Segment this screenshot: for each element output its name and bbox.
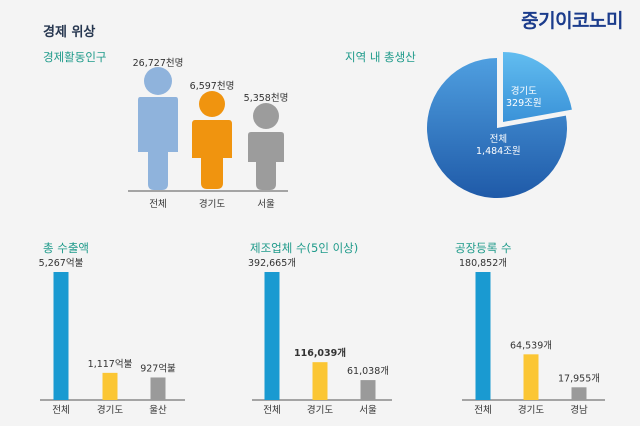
tick-label: 경남 xyxy=(570,404,588,416)
data-label: 116,039개 xyxy=(294,347,346,359)
data-label: 64,539개 xyxy=(510,340,552,351)
data-label: 392,665개 xyxy=(248,258,296,269)
data-label: 927억불 xyxy=(140,362,176,374)
data-label: 26,727천명 xyxy=(132,58,184,69)
data-label: 180,852개 xyxy=(459,258,507,269)
manufacturers-title: 제조업체 수(5인 이상) xyxy=(250,241,359,255)
page-title: 경제 위상 xyxy=(43,25,96,40)
tick-label: 서울 xyxy=(359,405,377,416)
tick-label: 전체 xyxy=(149,199,167,210)
person-icon xyxy=(248,103,284,190)
tick-label: 전체 xyxy=(263,405,280,416)
data-label: 5,358천명 xyxy=(243,93,289,104)
pie-label-name: 전체 xyxy=(489,134,508,145)
tick-label: 경기도 xyxy=(198,199,226,210)
bar xyxy=(53,272,69,400)
factories-title: 공장등록 수 xyxy=(455,241,512,255)
pie-slice xyxy=(427,58,567,199)
bar xyxy=(523,354,539,400)
data-label: 17,955개 xyxy=(558,373,600,384)
pie-label-value: 1,484조원 xyxy=(476,146,521,157)
tick-label: 경기도 xyxy=(307,404,333,416)
brand-logo: 중기이코노미 xyxy=(521,10,623,32)
tick-label: 경기도 xyxy=(97,404,123,416)
data-label: 61,038개 xyxy=(347,366,389,377)
population-title: 경제활동인구 xyxy=(43,50,107,64)
bar xyxy=(571,387,587,400)
bar xyxy=(360,380,376,400)
tick-label: 울산 xyxy=(149,405,167,416)
pie-label-gyeonggi: 경기도 329조원 xyxy=(506,86,542,110)
bar xyxy=(102,372,118,400)
tick-label: 경기도 xyxy=(518,404,544,416)
data-label: 6,597천명 xyxy=(189,81,235,92)
pie-label-total: 전체 1,484조원 xyxy=(476,134,521,158)
data-label: 1,117억불 xyxy=(88,358,133,370)
pie-slice xyxy=(503,52,572,122)
tick-label: 서울 xyxy=(257,199,275,210)
person-icon xyxy=(138,67,178,190)
gdp-title: 지역 내 총생산 xyxy=(345,50,416,64)
exports-title: 총 수출액 xyxy=(43,241,89,255)
tick-label: 전체 xyxy=(474,405,491,416)
bar xyxy=(312,362,328,400)
tick-label: 전체 xyxy=(52,405,69,416)
data-label: 5,267억불 xyxy=(39,257,84,269)
bar xyxy=(475,272,491,400)
pie-label-value: 329조원 xyxy=(506,98,542,109)
person-icon xyxy=(192,91,232,189)
bar xyxy=(264,272,280,400)
pie-label-name: 경기도 xyxy=(510,86,537,97)
bar xyxy=(150,377,166,400)
